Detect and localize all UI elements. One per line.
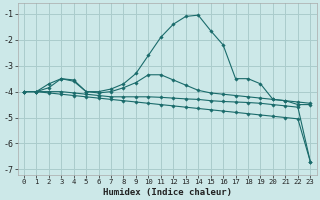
X-axis label: Humidex (Indice chaleur): Humidex (Indice chaleur) (103, 188, 232, 197)
